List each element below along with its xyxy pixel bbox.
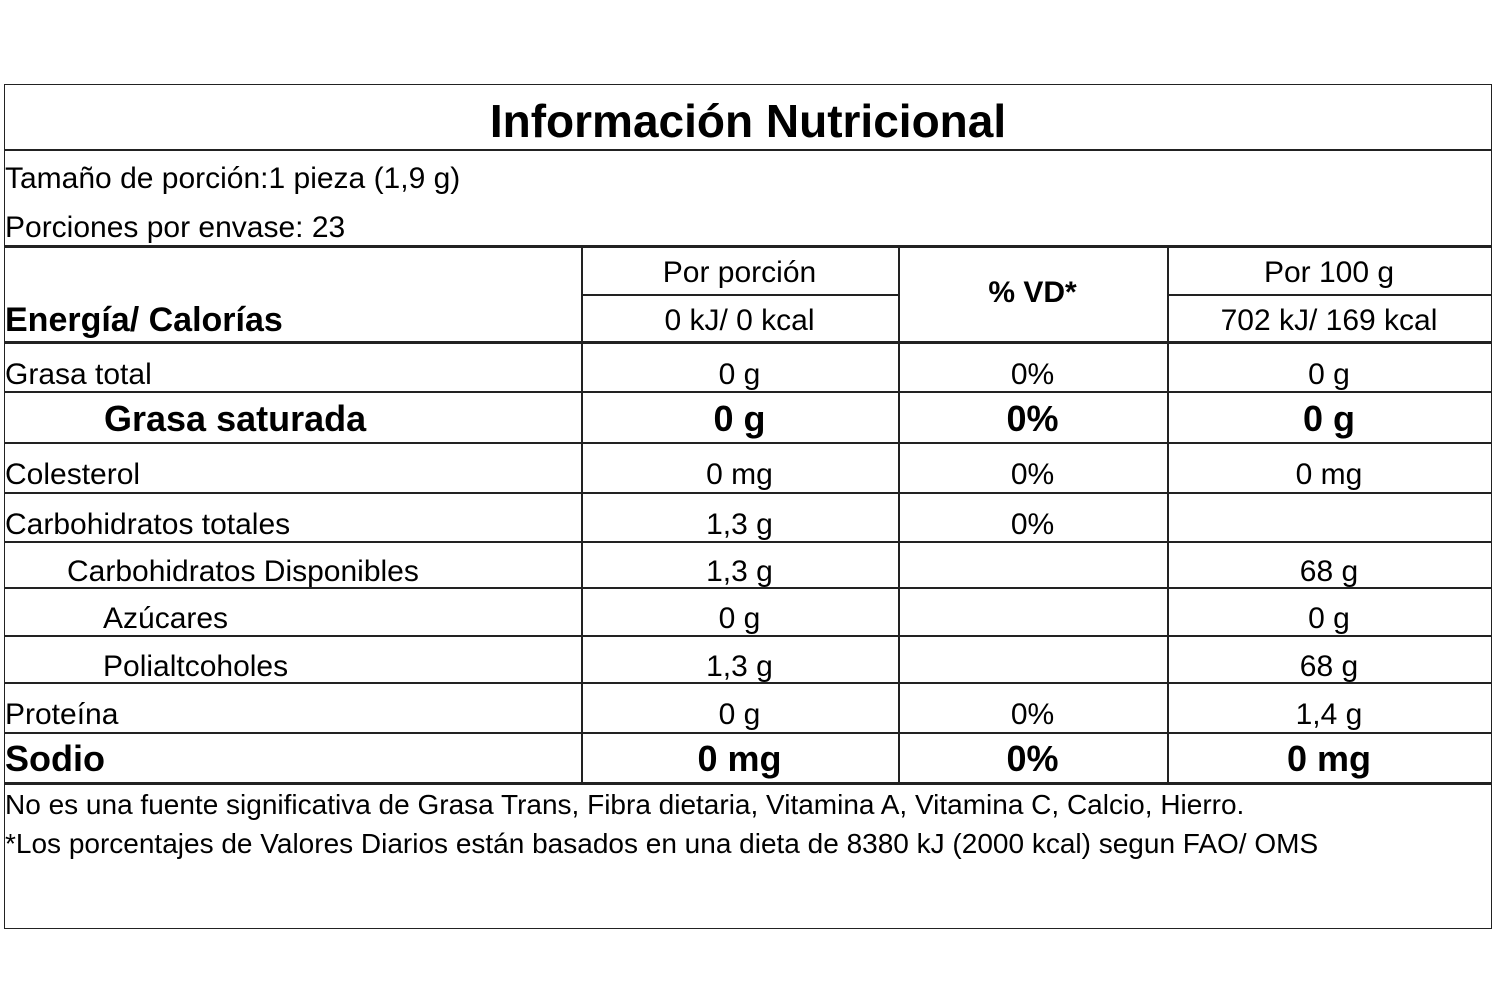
col-divider	[1167, 246, 1169, 784]
row-divider	[5, 541, 1491, 543]
nutrient-value: 1,3 g	[706, 507, 773, 541]
nutrient-name: Polialtcoholes	[103, 649, 289, 683]
serving-size: Tamaño de porción:1 pieza (1,9 g)	[5, 162, 461, 195]
nutrient-value: 68 g	[1299, 555, 1359, 588]
nutrient-value: 0%	[1010, 698, 1055, 731]
nutrient-name: Azúcares	[103, 602, 229, 635]
energy-value: 0 kJ/ 0 kcal	[664, 304, 815, 337]
nutrient-value: 0 mg	[706, 458, 773, 491]
divider	[5, 782, 1491, 785]
nutrient-value: 0%	[1010, 458, 1055, 491]
footnote: *Los porcentajes de Valores Diarios está…	[5, 828, 1319, 859]
nutrient-value: 0 mg	[1295, 458, 1363, 491]
nutrient-value: 0 g	[1302, 397, 1355, 439]
nutrient-value: 0 mg	[697, 738, 782, 779]
nutrient-value: 68 g	[1299, 649, 1359, 683]
nutrient-value: 0 g	[1308, 358, 1350, 391]
nutrient-name: Grasa saturada	[104, 397, 367, 439]
servings: Porciones por envase: 23	[5, 211, 346, 244]
nutrient-value: 0%	[1006, 738, 1059, 779]
col-header: % VD*	[988, 276, 1077, 309]
col-divider	[581, 246, 583, 784]
nutrient-value: 0%	[1010, 507, 1055, 541]
nutrition-label: Información Nutricional Tamaño de porció…	[4, 84, 1492, 929]
title: Información Nutricional	[489, 95, 1007, 147]
nutrient-name: Grasa total	[5, 358, 152, 391]
nutrient-name: Carbohidratos Disponibles	[67, 555, 419, 588]
nutrient-value: 1,4 g	[1295, 698, 1363, 731]
row-divider	[5, 587, 1491, 589]
divider	[581, 294, 898, 296]
nutrient-value: 1,3 g	[706, 555, 773, 588]
nutrient-value: 0 g	[1308, 602, 1350, 635]
col-header: Por 100 g	[1263, 256, 1395, 289]
nutrient-name: Sodio	[5, 738, 105, 779]
col-header: Por porción	[662, 256, 817, 289]
divider	[1167, 294, 1491, 296]
row-divider	[5, 442, 1491, 444]
nutrient-value: 0 g	[718, 358, 761, 391]
footnote: No es una fuente significativa de Grasa …	[5, 789, 1245, 820]
divider	[5, 149, 1491, 151]
divider	[5, 341, 1491, 344]
nutrient-value: 0 g	[718, 602, 761, 635]
energy-label: Energía/ Calorías	[5, 300, 283, 339]
nutrient-value: 0%	[1010, 358, 1055, 391]
row-divider	[5, 682, 1491, 684]
footer: No es una fuente significativa de Grasa …	[5, 785, 1475, 863]
nutrient-name: Colesterol	[5, 458, 141, 491]
nutrient-value: 0 g	[713, 397, 766, 439]
row-divider	[5, 635, 1491, 637]
nutrient-value: 0 g	[718, 698, 761, 731]
divider	[5, 245, 1491, 248]
row-divider	[5, 492, 1491, 494]
col-divider	[898, 246, 900, 784]
nutrient-value: 1,3 g	[706, 649, 773, 683]
nutrient-value: 0%	[1006, 397, 1059, 439]
row-divider	[5, 732, 1491, 734]
nutrient-name: Carbohidratos totales	[5, 507, 291, 541]
nutrient-name: Proteína	[5, 698, 119, 731]
energy-value: 702 kJ/ 169 kcal	[1220, 304, 1438, 337]
row-divider	[5, 391, 1491, 393]
nutrient-value: 0 mg	[1286, 738, 1372, 779]
